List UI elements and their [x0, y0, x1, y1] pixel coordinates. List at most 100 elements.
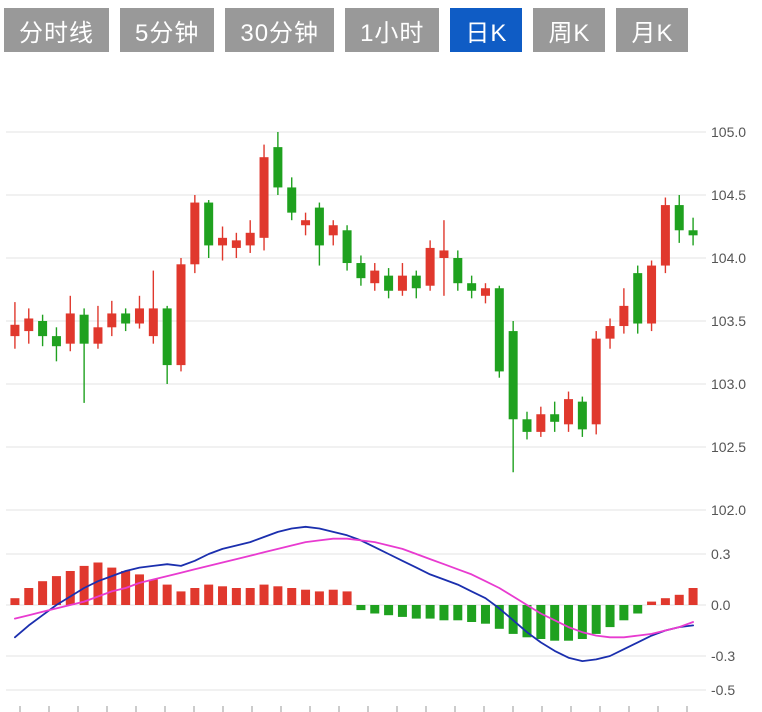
candle-body — [397, 275, 407, 291]
price-axis-label: 103.5 — [711, 313, 746, 329]
candle-body — [508, 331, 518, 420]
macd-axis-label: 0.3 — [711, 546, 731, 562]
macd-bar — [660, 598, 670, 605]
candle-body — [536, 414, 546, 432]
price-axis-label: 102.0 — [711, 502, 746, 518]
macd-axis-label: -0.3 — [711, 648, 735, 664]
candle-body — [134, 308, 144, 324]
price-axis-label: 104.0 — [711, 250, 746, 266]
candle-body — [38, 321, 48, 337]
candle-body — [577, 401, 587, 430]
macd-bar — [480, 605, 490, 624]
candle-body — [425, 247, 435, 286]
macd-bar — [591, 605, 601, 634]
dea-line — [13, 537, 694, 639]
macd-axis-label: 0.0 — [711, 597, 731, 613]
macd-bar — [536, 605, 546, 639]
candle-body — [494, 288, 504, 372]
macd-bar — [107, 567, 117, 605]
price-axis-label: 102.5 — [711, 439, 746, 455]
candle-body — [384, 275, 394, 291]
macd-bar — [550, 605, 560, 641]
macd-bar — [425, 605, 435, 619]
macd-bar — [162, 584, 172, 605]
candle-body — [647, 265, 657, 324]
candle-body — [148, 308, 158, 337]
macd-bar — [439, 605, 449, 621]
macd-bar — [51, 576, 61, 605]
macd-bar — [342, 591, 352, 605]
macd-bar — [38, 581, 48, 605]
macd-bar — [370, 605, 380, 614]
tab-weekly-k[interactable]: 周K — [533, 8, 606, 52]
macd-bar — [231, 588, 241, 605]
macd-bar — [93, 562, 103, 605]
candle-body — [107, 313, 117, 328]
tab-daily-k[interactable]: 日K — [450, 8, 523, 52]
macd-bar — [24, 588, 34, 605]
tab-5min[interactable]: 5分钟 — [120, 8, 215, 52]
macd-bar — [494, 605, 504, 629]
macd-bar — [190, 588, 200, 605]
macd-bar — [674, 594, 684, 605]
candle-body — [93, 327, 103, 344]
candle-body — [231, 240, 241, 248]
macd-bar — [522, 605, 532, 638]
tab-1hour[interactable]: 1小时 — [345, 8, 440, 52]
price-axis-label: 104.5 — [711, 187, 746, 203]
candle-body — [65, 313, 75, 344]
candle-body — [51, 336, 61, 347]
candle-body — [162, 308, 172, 366]
tab-30min[interactable]: 30分钟 — [225, 8, 335, 52]
candle-body — [439, 250, 449, 258]
candle-body — [467, 283, 477, 291]
candle-body — [633, 273, 643, 324]
macd-bar — [467, 605, 477, 622]
candle-body — [176, 264, 186, 366]
timeframe-toolbar: 分时线 5分钟 30分钟 1小时 日K 周K 月K — [4, 8, 689, 52]
macd-bar — [301, 589, 311, 605]
candle-body — [24, 318, 34, 332]
candle-body — [245, 232, 255, 246]
candle-body — [328, 225, 338, 236]
candle-body — [674, 205, 684, 231]
candle-body — [411, 275, 421, 289]
candle-body — [218, 237, 228, 246]
candle-body — [342, 230, 352, 264]
macd-bar — [384, 605, 394, 616]
dif-line — [13, 525, 694, 662]
macd-bar — [10, 598, 20, 605]
tab-monthly-k[interactable]: 月K — [616, 8, 689, 52]
candle-body — [564, 399, 574, 425]
macd-bar — [577, 605, 587, 639]
candle-body — [356, 263, 366, 279]
macd-bar — [328, 589, 338, 605]
macd-bar — [633, 605, 643, 614]
macd-bar — [273, 586, 283, 605]
tab-minute-line[interactable]: 分时线 — [4, 8, 109, 52]
macd-bar — [605, 605, 615, 628]
macd-bar — [453, 605, 463, 621]
candle-body — [660, 205, 670, 266]
macd-bar — [245, 588, 255, 605]
candle-body — [591, 338, 601, 425]
candle-body — [314, 207, 324, 246]
macd-bar — [397, 605, 407, 617]
candle-body — [190, 202, 200, 265]
candle-body — [287, 187, 297, 213]
macd-bar — [356, 605, 366, 611]
candle-body — [619, 305, 629, 327]
macd-bar — [688, 588, 698, 605]
candle-body — [688, 230, 698, 236]
candle-body — [273, 147, 283, 188]
candle-body — [204, 202, 214, 246]
candle-body — [121, 313, 131, 324]
macd-bar — [79, 565, 89, 605]
macd-bar — [176, 591, 186, 605]
macd-bar — [647, 601, 657, 605]
macd-bar — [65, 571, 75, 605]
price-axis-label: 103.0 — [711, 376, 746, 392]
candle-body — [522, 419, 532, 432]
